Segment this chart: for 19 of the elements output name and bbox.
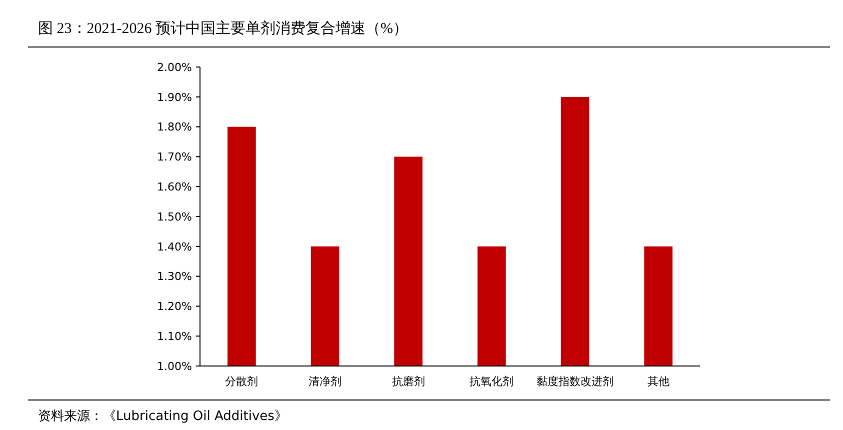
x-tick-label: 抗氧化剂 xyxy=(470,375,514,388)
y-tick-label: 1.60% xyxy=(157,180,192,194)
y-tick-label: 1.90% xyxy=(157,90,192,104)
y-tick-label: 1.40% xyxy=(157,240,192,254)
y-tick-label: 1.80% xyxy=(157,120,192,134)
y-tick-label: 2.00% xyxy=(157,60,192,74)
y-tick-label: 1.70% xyxy=(157,150,192,164)
x-tick-label: 黏度指数改进剂 xyxy=(536,375,614,388)
chart-title: 图 23：2021-2026 预计中国主要单剂消费复合增速（%） xyxy=(38,20,408,37)
text: 资料来源：《Lubricating Oil Additives》 xyxy=(38,409,288,424)
y-tick-label: 1.20% xyxy=(157,300,192,314)
y-tick-label: 1.00% xyxy=(157,360,192,373)
x-tick-label: 分散剂 xyxy=(225,375,258,388)
x-tick-label: 抗磨剂 xyxy=(392,375,425,388)
x-tick-label: 其他 xyxy=(647,375,670,388)
y-tick-label: 1.10% xyxy=(157,330,192,343)
x-tick-label: 清净剂 xyxy=(308,375,342,388)
y-tick-label: 1.50% xyxy=(157,210,192,224)
y-tick-label: 1.30% xyxy=(157,270,192,284)
